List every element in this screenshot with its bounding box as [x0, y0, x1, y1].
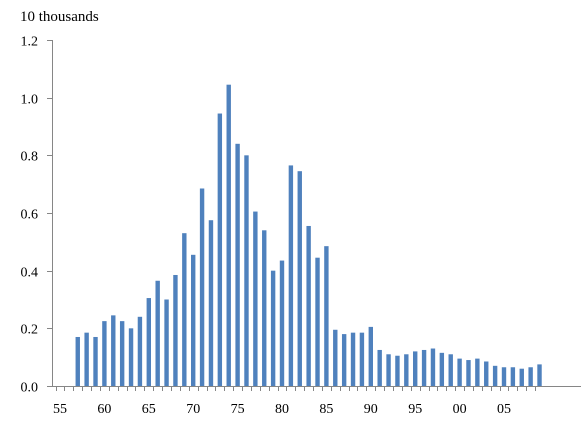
bar-2000 [457, 358, 462, 386]
x-tick-label-85: 85 [319, 402, 333, 417]
x-tick-label-60: 60 [97, 402, 111, 417]
bar-1984 [315, 257, 320, 386]
bar-2004 [492, 365, 498, 386]
bar-2005 [501, 367, 507, 386]
tick-labels-group: 0.0 0.2 0.4 0.6 0.8 1.0 1.2 55 60 65 70 75 80 85 90 95 0… [21, 35, 512, 418]
bar-1979 [270, 270, 276, 386]
bar-1997 [430, 348, 436, 386]
x-tick-label-00: 00 [453, 402, 467, 417]
x-tick-label-55: 55 [53, 402, 67, 417]
bar-2007 [519, 368, 524, 386]
bar-1969 [182, 233, 187, 386]
bar-1981 [288, 165, 294, 386]
x-tick-label-90: 90 [364, 402, 378, 417]
bar-1978 [262, 230, 267, 386]
bar-2008 [528, 367, 533, 386]
y-tick-label-0.0: 0.0 [21, 381, 39, 396]
bar-1973 [217, 113, 223, 386]
bar-2006 [510, 367, 516, 386]
bar-1957 [75, 336, 80, 386]
bar-1966 [155, 280, 160, 386]
bar-1971 [199, 188, 205, 386]
bar-2002 [475, 358, 480, 386]
y-tick-label-1.0: 1.0 [21, 93, 39, 108]
bar-1990 [368, 326, 373, 386]
bar-1975 [235, 143, 240, 386]
bar-1968 [173, 274, 178, 386]
bar-1993 [395, 355, 400, 386]
bars-group [75, 84, 542, 387]
x-tick-label-70: 70 [186, 402, 200, 417]
x-tick-label-95: 95 [408, 402, 422, 417]
bar-1965 [146, 298, 151, 386]
bar-1999 [448, 354, 453, 386]
bar-1985 [324, 246, 329, 386]
bar-1959 [93, 336, 98, 386]
y-tick-label-1.2: 1.2 [21, 35, 39, 50]
bar-1972 [208, 220, 214, 386]
bar-1962 [119, 321, 125, 387]
x-tick-label-05: 05 [497, 402, 511, 417]
bar-1994 [404, 354, 409, 386]
bar-1974 [226, 84, 231, 386]
bar-1998 [439, 352, 445, 386]
y-tick-label-0.2: 0.2 [21, 323, 39, 338]
bar-1967 [164, 299, 169, 386]
bar-1995 [413, 351, 418, 386]
bar-1980 [279, 260, 285, 386]
bar-1986 [333, 329, 338, 386]
bar-1987 [341, 334, 347, 386]
bar-1983 [306, 225, 311, 386]
axes-group [47, 40, 581, 391]
bar-1989 [359, 332, 365, 386]
bar-1970 [191, 254, 196, 386]
y-tick-label-0.8: 0.8 [21, 150, 39, 165]
bar-1958 [84, 332, 89, 386]
bar-2009 [537, 364, 542, 387]
x-tick-label-65: 65 [142, 402, 156, 417]
x-tick-label-80: 80 [275, 402, 289, 417]
x-tick-label-75: 75 [231, 402, 245, 417]
unit-label: 10 thousands [20, 9, 99, 25]
bar-1991 [377, 349, 382, 386]
bar-1988 [350, 332, 356, 386]
bar-1963 [128, 328, 134, 386]
bar-1977 [253, 211, 258, 386]
bar-2003 [484, 361, 489, 386]
bar-1976 [244, 155, 249, 386]
bar-1964 [137, 316, 143, 386]
y-tick-label-0.4: 0.4 [21, 266, 39, 281]
bar-1961 [111, 315, 116, 386]
bar-1982 [297, 171, 302, 386]
y-tick-label-0.6: 0.6 [21, 208, 39, 223]
bar-2001 [466, 360, 471, 386]
bar-1960 [102, 321, 107, 387]
bar-1992 [386, 354, 391, 386]
bar-1996 [421, 349, 427, 386]
